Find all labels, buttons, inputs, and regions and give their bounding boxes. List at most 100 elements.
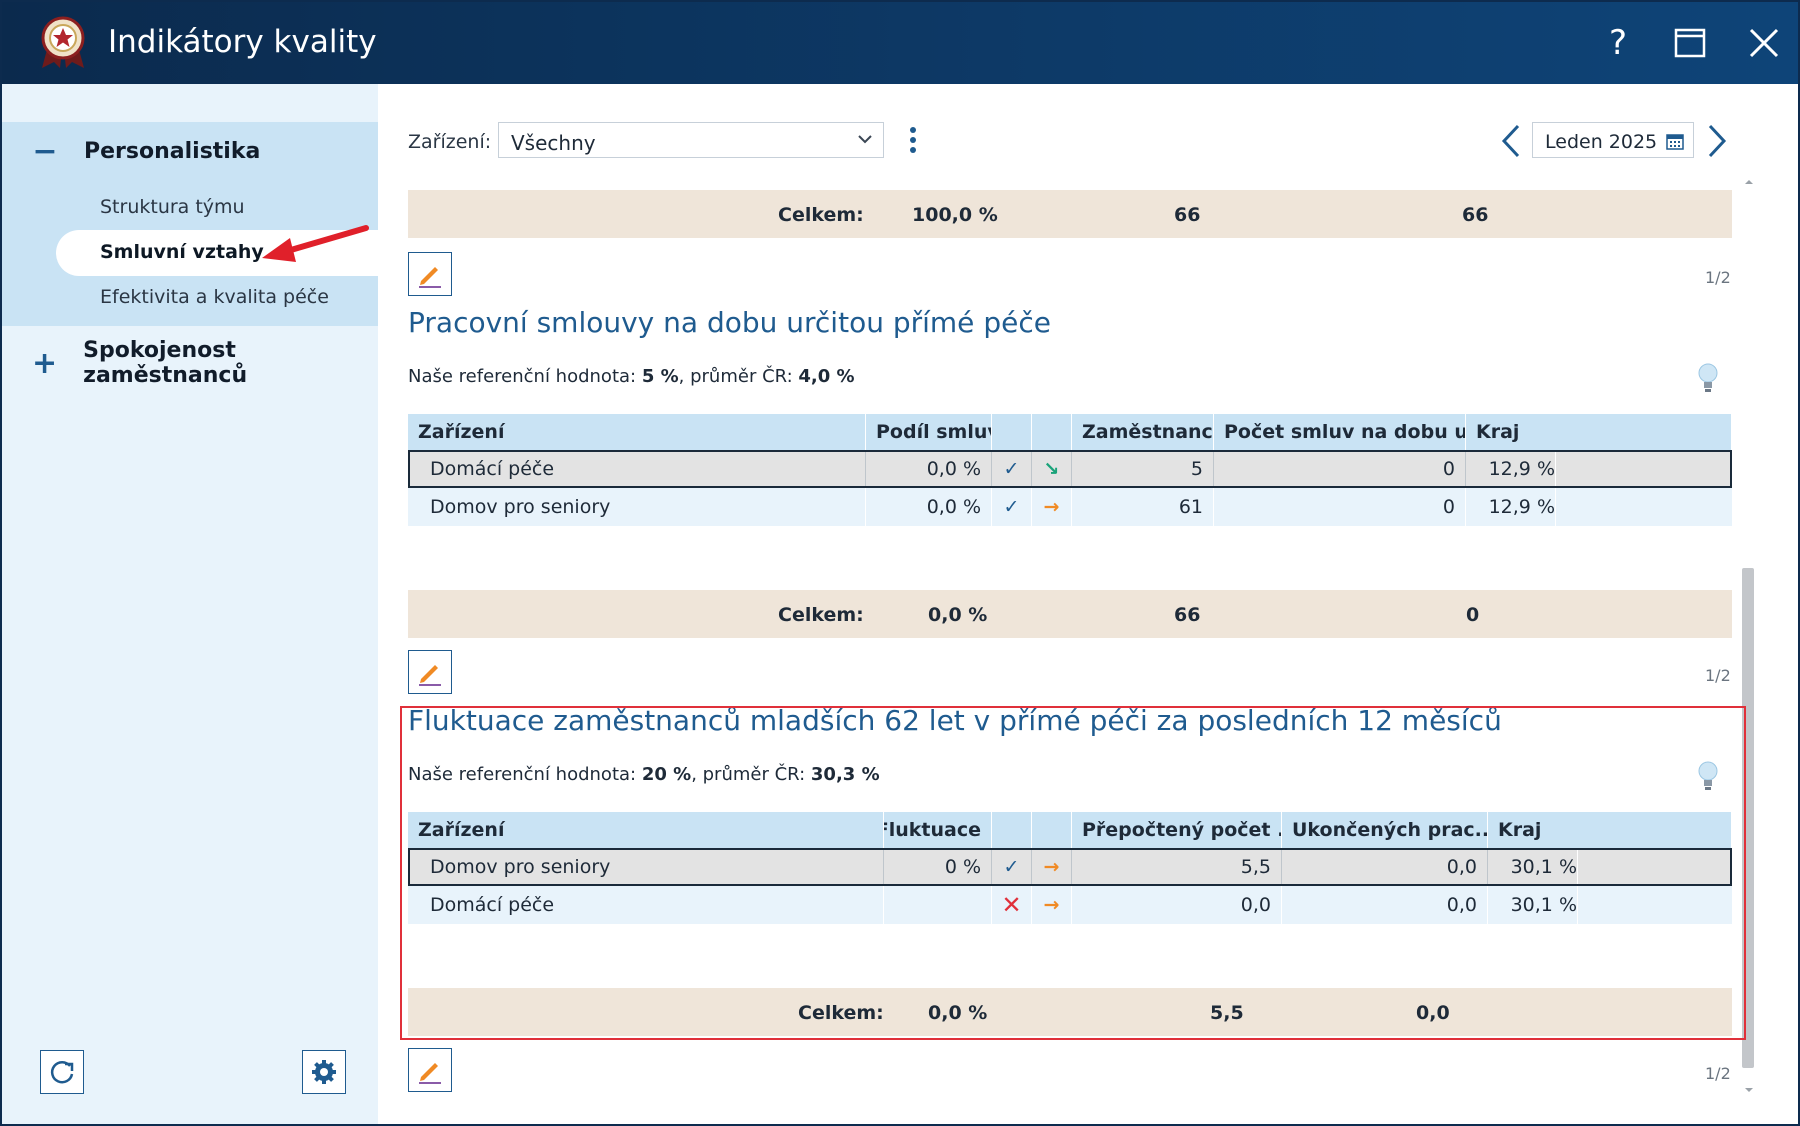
close-button[interactable] [1738,18,1790,68]
cell-region: 30,1 % [1488,886,1578,924]
pager-label: 1/2 [1705,268,1731,287]
col-header-ended[interactable]: Ukončených prac... [1282,812,1488,848]
col-header-status [992,812,1032,848]
title-bar: Indikátory kvality ? [2,2,1798,84]
totals-ended: 0,0 [1416,1002,1450,1024]
cell-employees: 61 [1072,488,1214,526]
nav-group-personalistika [2,122,378,326]
pager-label: 1/2 [1705,666,1731,685]
cell-facility: Domov pro seniory [410,850,884,884]
help-button[interactable]: ? [1592,18,1644,68]
more-options-icon[interactable] [906,126,920,156]
scroll-up-icon[interactable] [1742,176,1756,188]
maximize-icon [1674,28,1706,58]
table-row[interactable]: Domov pro seniory 0,0 % ✓ → 61 0 12,9 % [408,488,1732,526]
col-header-fluctuation[interactable]: Fluktuace [884,812,992,848]
sidebar-item-efektivita[interactable]: Efektivita a kvalita péče [100,286,329,308]
totals-share: 0,0 % [928,604,988,626]
month-value: Leden 2025 [1545,131,1658,153]
pencil-icon [419,665,441,686]
table-row[interactable]: Domácí péče ✕ → 0,0 0,0 30,1 % [408,886,1732,924]
maximize-button[interactable] [1664,18,1716,68]
chevron-down-icon [858,135,872,144]
help-icon: ? [1608,23,1628,63]
refresh-button[interactable] [40,1050,84,1094]
col-header-employees[interactable]: Zaměstnanců [1072,414,1214,450]
main-content: Zařízení: Všechny Leden 2025 [378,84,1798,1124]
trend-flat-icon: → [1032,488,1072,526]
close-icon [1749,28,1779,58]
col-header-share[interactable]: Podíl smluv [866,414,992,450]
avg-value: 30,3 % [810,764,880,785]
cell-recalculated: 5,5 [1072,850,1282,884]
pencil-icon [419,1063,441,1084]
trend-flat-icon: → [1032,850,1072,884]
edit-button[interactable] [408,252,452,296]
cell-employees: 5 [1072,452,1214,486]
refresh-icon [50,1061,74,1084]
sidebar-item-smluvni-vztahy[interactable]: Smluvní vztahy [56,230,378,276]
col-header-count[interactable]: Počet smluv na dobu určit... [1214,414,1466,450]
totals-employees: 66 [1174,204,1201,226]
section2-totals-row: Celkem: 0,0 % 5,5 0,0 [408,988,1732,1036]
nav-group-header-personalistika[interactable]: − Personalistika [32,134,260,169]
month-picker[interactable]: Leden 2025 [1532,122,1694,158]
totals-recalculated: 5,5 [1210,1002,1244,1024]
cell-recalculated: 0,0 [1072,886,1282,924]
table-header: Zařízení Podíl smluv Zaměstnanců Počet s… [408,414,1732,450]
cell-share: 0,0 % [866,488,992,526]
reference-line: Naše referenční hodnota: 20 %, průměr ČR… [408,764,880,785]
avg-prefix: , průměr ČR: [691,764,811,785]
nav-group-label: Spokojenost zaměstnanců [83,338,248,388]
table-row[interactable]: Domov pro seniory 0 % ✓ → 5,5 0,0 30,1 % [408,848,1732,886]
edit-button[interactable] [408,1048,452,1092]
gear-icon [312,1060,336,1084]
annotation-arrow-icon [262,225,369,262]
next-month-button[interactable] [1702,122,1732,160]
ref-value: 20 % [641,764,692,785]
calendar-icon[interactable] [1665,131,1685,151]
avg-value: 4,0 % [798,366,855,387]
table-header: Zařízení Fluktuace Přepočtený počet ... … [408,812,1732,848]
pencil-icon [419,267,441,288]
sidebar-item-struktura-tymu[interactable]: Struktura týmu [100,196,245,218]
cell-fluctuation: 0 % [884,850,992,884]
collapse-icon: − [32,134,58,169]
settings-button[interactable] [302,1050,346,1094]
totals-employees: 66 [1174,604,1201,626]
facility-select[interactable]: Všechny [498,122,884,158]
cell-region: 30,1 % [1488,850,1578,884]
check-icon: ✓ [992,488,1032,526]
totals-fluctuation: 0,0 % [928,1002,988,1024]
col-header-facility[interactable]: Zařízení [408,812,884,848]
scrollbar-thumb[interactable] [1742,568,1754,1068]
col-header-trend [1032,414,1072,450]
edit-button[interactable] [408,650,452,694]
cell-region: 12,9 % [1466,488,1556,526]
lightbulb-icon[interactable] [1696,362,1720,394]
lightbulb-icon[interactable] [1696,760,1720,792]
table-row[interactable]: Domácí péče 0,0 % ✓ ↘ 5 0 12,9 % [408,450,1732,488]
section1-totals-row: Celkem: 0,0 % 66 0 [408,590,1732,638]
facility-filter-label: Zařízení: [408,131,492,153]
facility-select-value: Všechny [511,131,596,155]
cell-share: 0,0 % [866,452,992,486]
cell-fluctuation [884,886,992,924]
cell-count: 0 [1214,452,1466,486]
check-icon: ✓ [992,452,1032,486]
nav-group-header-spokojenost[interactable]: + Spokojenost zaměstnanců [32,338,378,388]
fluctuation-table: Zařízení Fluktuace Přepočtený počet ... … [408,812,1732,1052]
previous-month-button[interactable] [1496,122,1526,160]
col-header-region[interactable]: Kraj [1488,812,1732,848]
totals-label: Celkem: [778,204,864,226]
col-header-region[interactable]: Kraj [1466,414,1732,450]
cell-ended: 0,0 [1282,886,1488,924]
col-header-recalculated[interactable]: Přepočtený počet ... [1072,812,1282,848]
col-header-facility[interactable]: Zařízení [408,414,866,450]
avg-prefix: , průměr ČR: [678,366,799,387]
window-title: Indikátory kvality [108,24,377,60]
scrollbar[interactable] [1738,176,1760,1096]
totals-count: 0 [1466,604,1480,626]
scroll-down-icon[interactable] [1742,1084,1756,1096]
